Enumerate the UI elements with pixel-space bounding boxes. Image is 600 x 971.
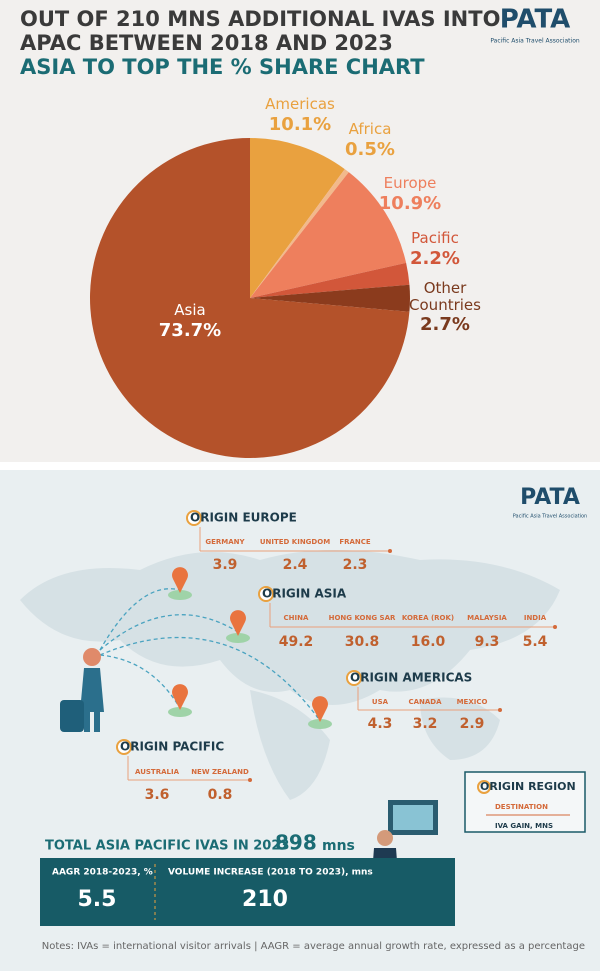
destination-value: 30.8: [345, 634, 380, 650]
stats-box: [40, 858, 455, 926]
stat-value: 210: [242, 887, 288, 912]
destination-value: 3.9: [213, 557, 238, 573]
destination-name: INDIA: [524, 614, 547, 622]
pie-value-label: 10.9%: [378, 192, 442, 214]
pie-label-name: Europe: [383, 174, 437, 192]
pie: [90, 138, 410, 459]
pie-slice: [90, 138, 410, 459]
region-line-end: [498, 708, 502, 712]
region-ring: [186, 510, 202, 526]
destination-name: MALAYSIA: [467, 614, 507, 622]
region-ring: [258, 586, 274, 602]
region-line-end: [248, 778, 252, 782]
region-line-end: [388, 549, 392, 553]
pie-label-name: Asia: [174, 301, 206, 319]
pie-label: Europe 10.9%: [355, 175, 465, 213]
pins: [168, 567, 332, 729]
destination-name: UNITED KINGDOM: [260, 538, 330, 546]
destination-name: CHINA: [284, 614, 309, 622]
traveler: [60, 648, 104, 732]
subtitle: ASIA TO TOP THE % SHARE CHART: [20, 55, 425, 79]
destination-value: 2.4: [283, 557, 308, 573]
destination-name: AUSTRALIA: [135, 768, 180, 776]
pie-slice: [250, 138, 345, 298]
region-title: ORIGIN PACIFIC: [120, 740, 224, 754]
legend-ring: [477, 780, 491, 794]
notes: Notes: IVAs = international visitor arri…: [42, 941, 585, 952]
destination-value: 3.2: [413, 716, 438, 732]
divider: [0, 462, 600, 470]
region-line-end: [553, 625, 557, 629]
stat-label: AAGR 2018-2023, %: [52, 868, 153, 878]
legend-destination: DESTINATION: [495, 803, 548, 811]
pie-label-name: Other Countries: [409, 279, 481, 314]
logo: PATA: [500, 5, 571, 35]
destination-value: 2.3: [343, 557, 368, 573]
total-value: 898: [275, 831, 317, 855]
pie-label: Americas 10.1%: [245, 96, 355, 134]
total-label: TOTAL ASIA PACIFIC IVAS IN 2023: [45, 839, 289, 854]
region-title: ORIGIN EUROPE: [190, 511, 297, 525]
destination-value: 16.0: [411, 634, 446, 650]
destination-value: 49.2: [279, 634, 314, 650]
total-unit: mns: [322, 838, 355, 854]
destination-name: USA: [372, 698, 389, 706]
region-ring: [116, 739, 132, 755]
stat-label: VOLUME INCREASE (2018 TO 2023), mns: [168, 868, 373, 878]
region-ring: [346, 670, 362, 686]
title-line: APAC BETWEEN 2018 AND 2023: [20, 31, 393, 55]
pie-label-name: Pacific: [411, 229, 459, 247]
destination-name: CANADA: [408, 698, 442, 706]
pie-label: Other Countries 2.7%: [390, 280, 500, 335]
region-title: ORIGIN AMERICAS: [350, 671, 472, 685]
title-line: OUT OF 210 MNS ADDITIONAL IVAS INTO: [20, 7, 500, 31]
destination-name: KOREA (ROK): [402, 614, 454, 622]
legend-gain: IVA GAIN, MNS: [495, 822, 553, 830]
pie-value-label: 10.1%: [268, 113, 332, 135]
logo-tagline: Pacific Asia Travel Association: [513, 514, 587, 520]
pie-label-name: Americas: [265, 95, 335, 113]
destination-value: 0.8: [208, 787, 233, 803]
destination-name: FRANCE: [339, 538, 371, 546]
pie-label: Asia 73.7%: [135, 302, 245, 340]
pie-slice: [250, 262, 410, 298]
pie-label-name: Africa: [348, 120, 392, 138]
pie-value-label: 0.5%: [345, 138, 395, 160]
pie-value-label: 2.2%: [410, 247, 460, 269]
destination-name: HONG KONG SAR: [329, 614, 396, 622]
destination-name: NEW ZEALAND: [191, 768, 249, 776]
pie-label: Africa 0.5%: [315, 121, 425, 159]
pie-value-label: 73.7%: [158, 319, 222, 341]
logo: PATA: [520, 485, 580, 510]
stat-value: 5.5: [78, 887, 117, 912]
pie-slice: [250, 169, 349, 298]
destination-value: 4.3: [368, 716, 393, 732]
pie-slice: [250, 172, 407, 298]
legend-title: ORIGIN REGION: [480, 780, 576, 793]
region-title: ORIGIN ASIA: [262, 587, 347, 601]
routes: [99, 588, 319, 719]
destination-value: 9.3: [475, 634, 500, 650]
pie-label: Pacific 2.2%: [380, 230, 490, 268]
logo-tagline: Pacific Asia Travel Association: [490, 38, 580, 45]
destination-value: 3.6: [145, 787, 170, 803]
pie-value-label: 2.7%: [420, 314, 470, 335]
destination-name: MEXICO: [457, 698, 488, 706]
destination-name: GERMANY: [205, 538, 245, 546]
destination-value: 5.4: [523, 634, 548, 650]
destination-value: 2.9: [460, 716, 485, 732]
pie-slice: [250, 284, 410, 312]
